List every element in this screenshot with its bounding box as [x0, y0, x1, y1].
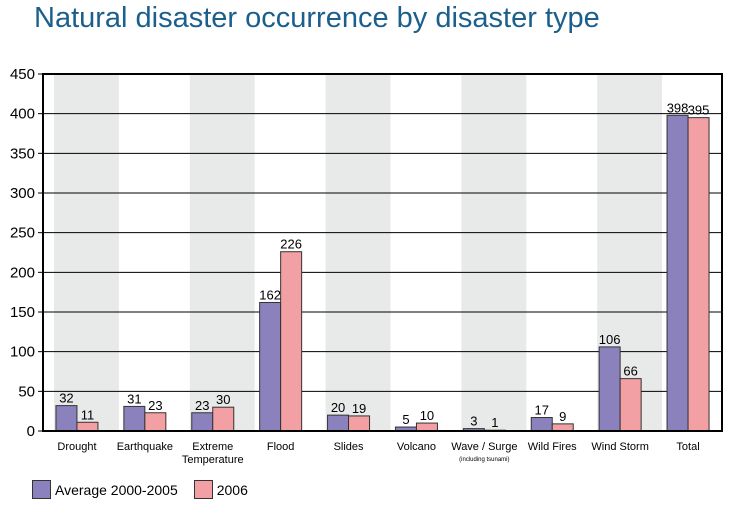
background-band — [54, 74, 119, 431]
data-label: 19 — [352, 401, 366, 416]
data-label: 20 — [331, 400, 345, 415]
x-tick-sublabel: (including tsunami) — [459, 457, 509, 463]
y-tick-label: 250 — [10, 225, 35, 242]
bar-2006 — [551, 423, 574, 432]
bar-2006 — [144, 412, 167, 432]
background-band — [189, 74, 255, 431]
y-tick-label: 350 — [10, 145, 35, 162]
x-tick-label: Wind Storm — [591, 441, 648, 453]
y-tick-label: 300 — [10, 185, 35, 202]
legend-label-avg: Average 2000-2005 — [55, 481, 178, 498]
x-tick-label: Drought — [57, 441, 96, 453]
y-tick-label: 0 — [27, 423, 35, 440]
background-band — [461, 74, 527, 431]
data-label: 226 — [280, 237, 302, 252]
data-label: 32 — [59, 391, 73, 406]
legend-item-avg: Average 2000-2005 — [32, 480, 178, 499]
legend-item-2006: 2006 — [193, 480, 248, 499]
bar-2006 — [76, 421, 99, 432]
data-label: 66 — [623, 364, 637, 379]
y-tick-label: 200 — [10, 264, 35, 281]
bar-2006 — [212, 406, 235, 432]
plot-frame — [42, 73, 723, 432]
y-tick-label: 450 — [10, 66, 35, 83]
y-tick-label: 50 — [18, 383, 35, 400]
legend-swatch-avg — [32, 480, 51, 499]
y-tick-label: 150 — [10, 304, 35, 321]
x-tick-label: Total — [676, 441, 699, 453]
x-tick-label: Wave / Surge — [451, 441, 517, 453]
x-tick-label: Volcano — [397, 441, 436, 453]
legend-label-2006: 2006 — [216, 481, 248, 498]
bar-chart: 0 50 100 150 200 250 300 350 400 450 32 11 31 23 23 30… — [10, 66, 723, 466]
y-tick-label: 100 — [10, 344, 35, 361]
data-label: 5 — [402, 412, 409, 427]
data-label: 9 — [559, 409, 566, 424]
data-label: 31 — [127, 391, 141, 406]
bar-2006 — [415, 422, 438, 432]
bar-average — [191, 412, 214, 432]
bar-2006 — [348, 415, 371, 432]
x-tick-label: Wild Fires — [528, 441, 577, 453]
y-tick-label: 400 — [10, 106, 35, 123]
legend: Average 2000-2005 2006 — [32, 480, 264, 499]
bar-2006 — [280, 251, 303, 432]
data-label: 11 — [81, 407, 95, 422]
x-tick-label: Temperature — [182, 454, 244, 466]
x-tick-label: Extreme — [192, 441, 233, 453]
data-label: 106 — [599, 332, 621, 347]
bar-average — [666, 114, 689, 432]
data-label: 10 — [420, 408, 434, 423]
data-label: 162 — [259, 287, 281, 302]
x-tick-label: Earthquake — [117, 441, 173, 453]
data-label: 398 — [667, 100, 689, 115]
data-label: 17 — [535, 403, 549, 418]
data-label: 395 — [688, 103, 710, 118]
data-label: 23 — [148, 398, 162, 413]
chart-title: Natural disaster occurrence by disaster … — [34, 2, 600, 34]
bar-average — [530, 417, 553, 432]
legend-swatch-2006 — [193, 480, 213, 499]
bar-average — [123, 405, 146, 432]
bar-2006 — [687, 117, 710, 432]
x-tick-label: Slides — [334, 441, 364, 453]
background-band — [325, 74, 391, 431]
x-tick-label: Flood — [267, 441, 295, 453]
data-label: 1 — [491, 415, 498, 430]
bar-average — [598, 346, 621, 432]
data-label: 23 — [195, 398, 209, 413]
bar-average — [55, 405, 78, 432]
bar-average — [327, 414, 350, 432]
bar-2006 — [619, 378, 642, 432]
bar-average — [259, 301, 282, 432]
data-label: 30 — [216, 392, 230, 407]
data-label: 3 — [470, 414, 477, 429]
